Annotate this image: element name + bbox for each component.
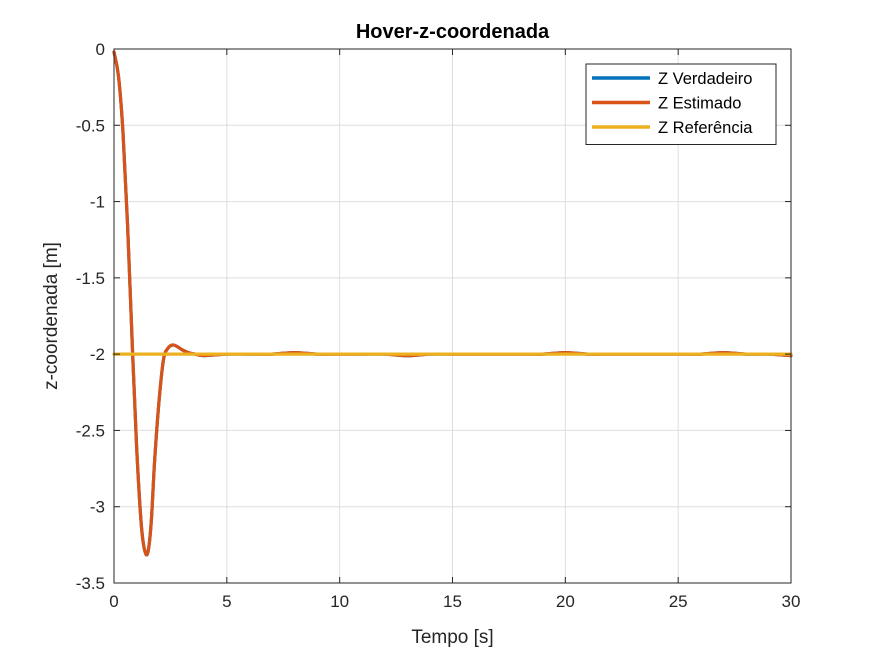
- x-tick-label: 10: [330, 592, 349, 611]
- x-tick-label: 25: [669, 592, 688, 611]
- x-tick-label: 0: [109, 592, 118, 611]
- y-tick-label: -1: [90, 193, 105, 212]
- ticks: 0 5 10 15 20 25 30 0 -0.5 -1 -1.5 -2 -2.5 -3 -3.5: [76, 40, 801, 611]
- x-tick-label: 5: [222, 592, 231, 611]
- x-tick-label: 30: [782, 592, 801, 611]
- x-tick-label: 15: [443, 592, 462, 611]
- chart-title: Hover-z-coordenada: [356, 21, 550, 43]
- x-axis-label: Tempo [s]: [411, 627, 493, 648]
- legend-label: Z Referência: [658, 119, 753, 137]
- y-tick-label: -3: [90, 498, 105, 517]
- y-tick-label: -1.5: [76, 269, 105, 288]
- y-tick-label: 0: [96, 40, 105, 59]
- y-tick-label: -0.5: [76, 116, 105, 135]
- y-tick-label: -3.5: [76, 574, 105, 593]
- legend: Z Verdadeiro Z Estimado Z Referência: [585, 63, 777, 145]
- legend-label: Z Verdadeiro: [658, 70, 752, 88]
- x-tick-label: 20: [556, 592, 575, 611]
- legend-label: Z Estimado: [658, 95, 741, 113]
- y-tick-label: -2.5: [76, 421, 105, 440]
- series-layer: [112, 50, 793, 557]
- y-axis-label: z-coordenada [m]: [41, 242, 62, 390]
- y-tick-label: -2: [90, 345, 105, 364]
